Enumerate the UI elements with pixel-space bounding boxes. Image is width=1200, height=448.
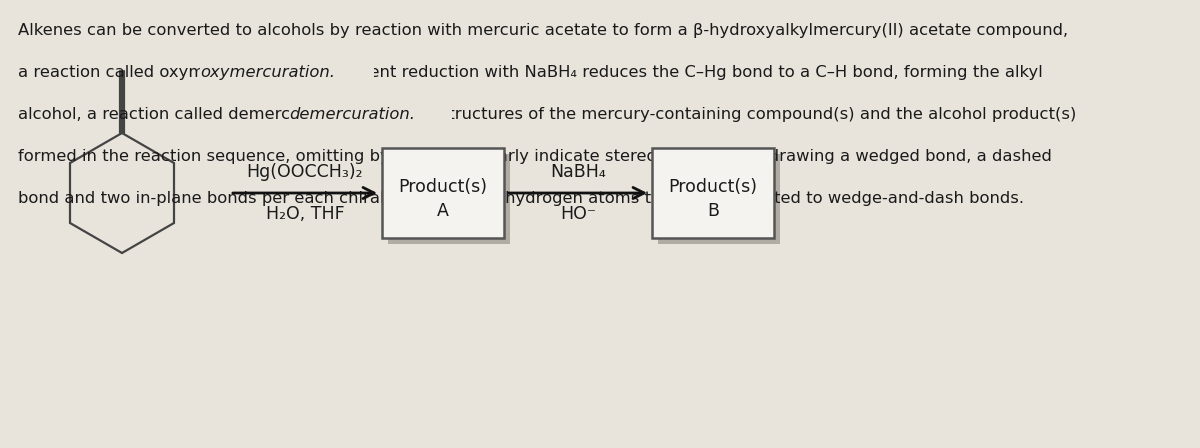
Bar [652,148,774,238]
Text: alcohol, a reaction called demercuration. Draw the structures of the mercury-con: alcohol, a reaction called demercuration… [18,107,1076,122]
Text: demercuration.: demercuration. [289,107,415,122]
Bar [388,154,510,244]
Text: A: A [437,202,449,220]
Text: HO⁻: HO⁻ [560,205,596,223]
Text: B: B [707,202,719,220]
Text: oxymercuration.: oxymercuration. [200,65,336,80]
Text: NaBH₄: NaBH₄ [550,163,606,181]
Bar [289,107,451,143]
Text: a reaction called oxymercuration. Subsequent reduction with NaBH₄ reduces the C–: a reaction called oxymercuration. Subseq… [18,65,1043,80]
Text: Product(s): Product(s) [668,178,757,196]
Text: Hg(OOCCH₃)₂: Hg(OOCCH₃)₂ [247,163,364,181]
Text: bond and two in-plane bonds per each chiral carbon. Draw hydrogen atoms that are: bond and two in-plane bonds per each chi… [18,191,1024,206]
Bar [658,154,780,244]
Bar [382,148,504,238]
Bar [200,65,374,101]
Text: formed in the reaction sequence, omitting byproducts. Clearly indicate stereoche: formed in the reaction sequence, omittin… [18,149,1052,164]
Text: Product(s): Product(s) [398,178,487,196]
Text: H₂O, THF: H₂O, THF [265,205,344,223]
Text: Alkenes can be converted to alcohols by reaction with mercuric acetate to form a: Alkenes can be converted to alcohols by … [18,23,1068,38]
